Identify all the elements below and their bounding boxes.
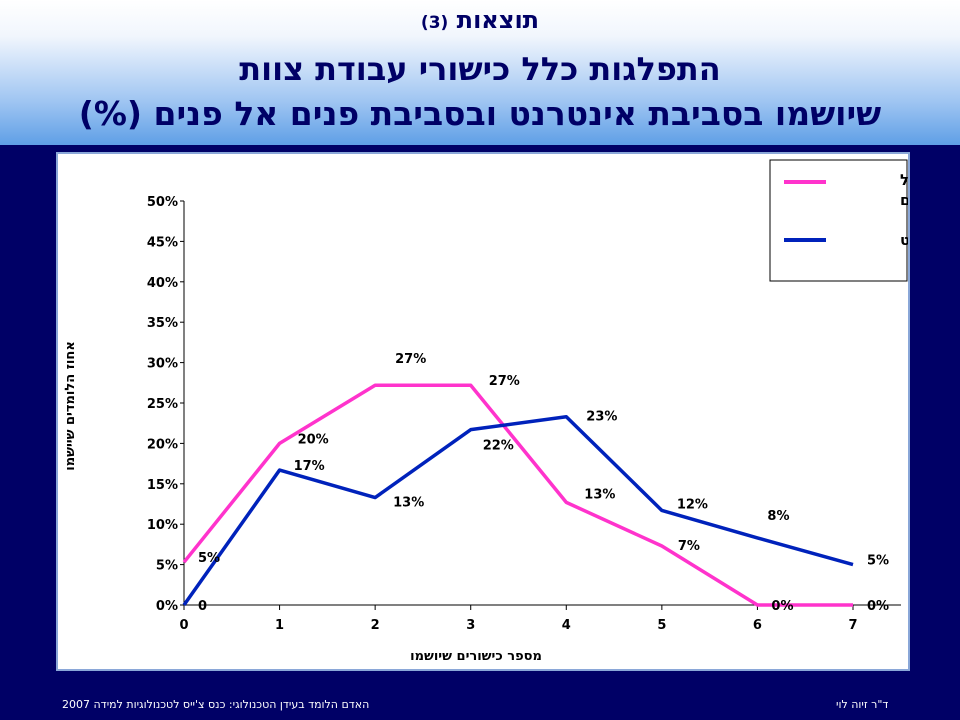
slide-title-main: התפלגות כלל כישורי עבודת צוות xyxy=(239,50,721,88)
slide-title-results: תוצאות (3) xyxy=(0,6,960,34)
data-label-face-to-face: 27% xyxy=(395,352,426,367)
data-label-face-to-face: 0% xyxy=(771,599,793,614)
data-label-internet: 12% xyxy=(677,497,708,512)
chart-frame: 0% 5% 10% 15% 20% 25% 30% 35% 40% 45% 50% 0 1 2 3 4 5 6 7… xyxy=(56,152,910,671)
series-layer xyxy=(182,383,854,607)
y-tick-label: 15% xyxy=(147,478,178,493)
data-label-face-to-face: 27% xyxy=(489,374,520,389)
slide-header: תוצאות (3) התפלגות כלל כישורי עבודת צוות… xyxy=(0,0,960,145)
title-results-number: (3) xyxy=(420,13,449,33)
chart-legend: פנים אל פנים אינטרנט xyxy=(769,159,908,282)
x-tick-label: 4 xyxy=(562,618,571,633)
data-label-face-to-face: 0% xyxy=(867,599,889,614)
footer-author: ד"ר זיוה לוי xyxy=(836,698,889,711)
title-results-word: תוצאות xyxy=(456,6,540,34)
x-tick-label: 6 xyxy=(753,618,762,633)
data-label-internet: 0 xyxy=(198,599,207,614)
data-label-internet: 17% xyxy=(294,459,325,474)
data-label-internet: 5% xyxy=(867,554,889,569)
data-label-internet: 22% xyxy=(483,439,514,454)
legend-label-internet: אינטרנט xyxy=(900,231,908,249)
slide-title-sub: שיושמו בסביבת אינטרנט ובסביבת פנים אל פנ… xyxy=(78,94,882,133)
x-axis-ticks: 0 1 2 3 4 5 6 7 xyxy=(179,605,858,633)
x-tick-label: 0 xyxy=(179,618,188,633)
x-axis-title: מספר כישורים שיושמו xyxy=(410,649,542,664)
series-line-face-to-face xyxy=(182,383,853,607)
y-tick-label: 5% xyxy=(156,559,178,574)
x-tick-label: 7 xyxy=(848,618,857,633)
data-label-face-to-face: 7% xyxy=(678,539,700,554)
line-chart: 0% 5% 10% 15% 20% 25% 30% 35% 40% 45% 50% 0 1 2 3 4 5 6 7… xyxy=(63,159,908,664)
footer-conference: האדם הלומד בעידן הטכנולוגי: כנס צ'ייס לט… xyxy=(62,698,370,711)
y-axis-ticks: 0% 5% 10% 15% 20% 25% 30% 35% 40% 45% 50% xyxy=(147,195,184,614)
series-line-internet xyxy=(182,414,854,607)
data-label-face-to-face: 5% xyxy=(198,551,220,566)
legend-label-face-to-face: פנים אל xyxy=(900,171,908,189)
y-tick-label: 40% xyxy=(147,276,178,291)
y-tick-label: 0% xyxy=(156,599,178,614)
y-tick-label: 10% xyxy=(147,518,178,533)
data-label-internet: 23% xyxy=(586,410,617,425)
y-tick-label: 20% xyxy=(147,437,178,452)
data-label-internet: 8% xyxy=(767,509,789,524)
x-tick-label: 1 xyxy=(275,618,284,633)
x-tick-label: 3 xyxy=(466,618,475,633)
y-axis-title: אחוז הלומדים שיישמו xyxy=(63,341,78,471)
x-tick-label: 2 xyxy=(371,618,380,633)
legend-label-face-to-face-line2: פנים xyxy=(900,191,908,209)
y-tick-label: 50% xyxy=(147,195,178,210)
x-tick-label: 5 xyxy=(657,618,666,633)
legend-box xyxy=(769,159,908,282)
y-tick-label: 35% xyxy=(147,316,178,331)
y-tick-label: 25% xyxy=(147,397,178,412)
y-tick-label: 30% xyxy=(147,357,178,372)
data-label-internet: 13% xyxy=(393,496,424,511)
data-label-face-to-face: 20% xyxy=(298,432,329,447)
data-labels: 5% 20% 27% 27% 13% 7% 0% 0% 0 17% 13% 22% 23% 12% 8% 5% xyxy=(198,352,889,614)
y-tick-label: 45% xyxy=(147,235,178,250)
data-label-face-to-face: 13% xyxy=(584,487,615,502)
